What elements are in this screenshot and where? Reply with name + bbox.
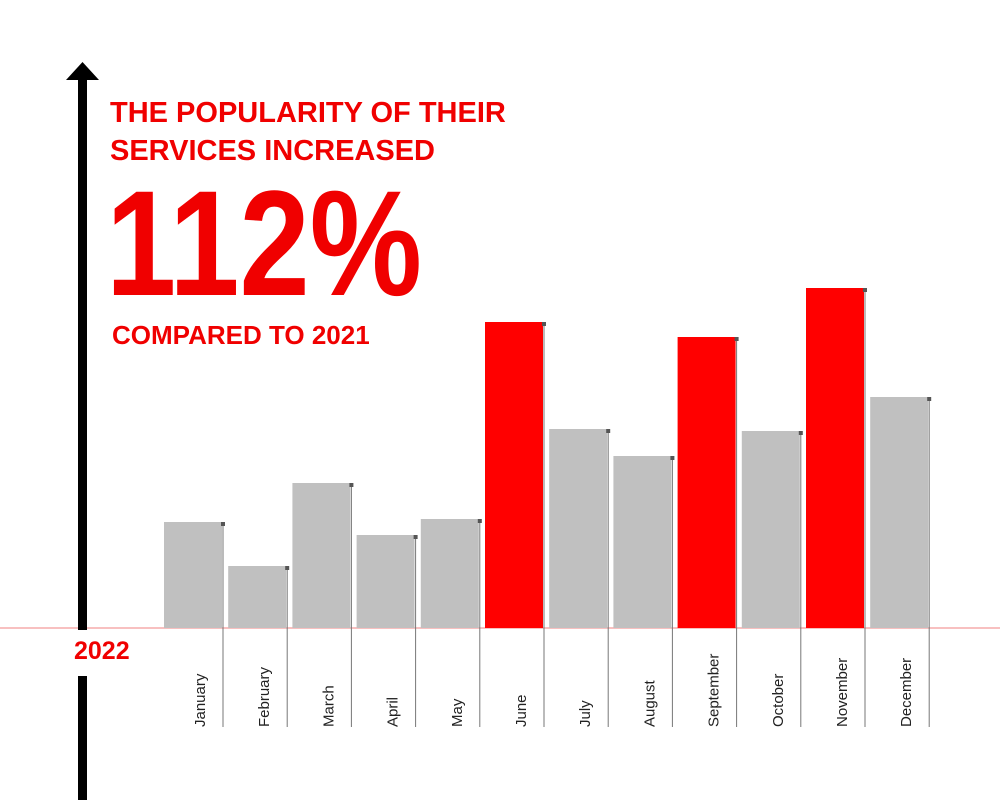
bar [741, 431, 800, 628]
x-tick-label: October [770, 674, 787, 727]
bar-marker [863, 288, 867, 292]
bar-marker [734, 337, 739, 341]
bar-marker [798, 431, 803, 435]
bar-marker [670, 456, 675, 460]
bar [356, 535, 415, 628]
bar-marker [477, 519, 482, 523]
bar-marker [221, 522, 225, 526]
x-tick-label: May [449, 698, 466, 727]
title-line: THE POPULARITY OF THEIR [110, 97, 506, 129]
bar [613, 456, 672, 628]
title-line: SERVICES INCREASED [110, 135, 435, 167]
axis-label: 2022 [74, 637, 130, 665]
x-tick-label: July [577, 700, 594, 727]
x-tick-label: June [513, 694, 530, 727]
bar [806, 288, 864, 628]
x-tick-label: September [706, 654, 723, 727]
bar [870, 397, 929, 628]
x-tick-label: August [641, 679, 658, 727]
bar [549, 429, 608, 628]
bar-marker [606, 429, 611, 433]
bar [228, 566, 287, 628]
axis-arrow [78, 676, 87, 800]
axis-arrow [78, 78, 87, 630]
bar-marker [349, 483, 354, 487]
bar-marker [542, 322, 546, 326]
x-tick-label: February [256, 666, 273, 727]
x-tick-label: December [898, 658, 915, 727]
arrow-head [66, 62, 99, 80]
x-tick-label: April [385, 697, 402, 727]
bar-marker [927, 397, 932, 401]
bar [677, 337, 736, 628]
headline: 112% [106, 159, 422, 327]
subtitle: COMPARED TO 2021 [112, 320, 370, 350]
bar [164, 522, 222, 628]
bar [420, 519, 479, 628]
bar [292, 483, 351, 628]
bar-marker [285, 566, 290, 570]
bar-marker [413, 535, 418, 539]
x-tick-label: March [320, 685, 337, 727]
bar [485, 322, 543, 628]
x-tick-label: January [192, 673, 209, 727]
x-tick-label: November [834, 658, 851, 727]
